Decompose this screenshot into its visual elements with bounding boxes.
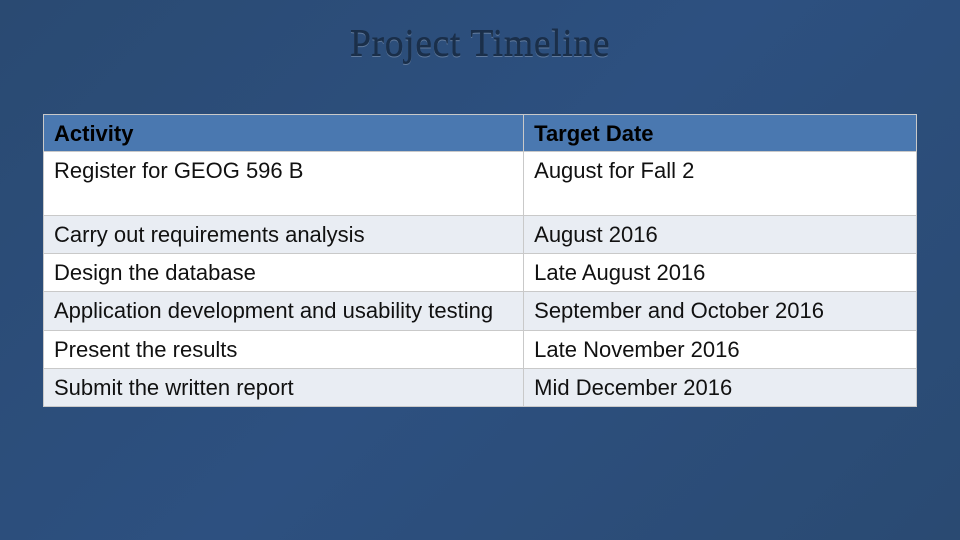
table-row: Carry out requirements analysis August 2… [44,216,917,254]
cell-target-date: Late November 2016 [524,330,917,368]
col-header-target-date: Target Date [524,115,917,152]
table-row: Register for GEOG 596 B August for Fall … [44,152,917,216]
cell-target-date: September and October 2016 [524,292,917,330]
table-row: Application development and usability te… [44,292,917,330]
table-row: Present the results Late November 2016 [44,330,917,368]
slide-title: Project Timeline [350,22,610,66]
table-header-row: Activity Target Date [44,115,917,152]
col-header-activity: Activity [44,115,524,152]
cell-target-date: Late August 2016 [524,254,917,292]
cell-activity: Carry out requirements analysis [44,216,524,254]
timeline-table: Activity Target Date Register for GEOG 5… [43,114,917,407]
cell-target-date: Mid December 2016 [524,368,917,406]
cell-target-date: August for Fall 2 [524,152,917,216]
timeline-table-container: Activity Target Date Register for GEOG 5… [43,114,917,407]
cell-activity: Application development and usability te… [44,292,524,330]
cell-target-date: August 2016 [524,216,917,254]
cell-activity: Submit the written report [44,368,524,406]
table-row: Design the database Late August 2016 [44,254,917,292]
cell-activity: Present the results [44,330,524,368]
cell-activity: Design the database [44,254,524,292]
cell-activity: Register for GEOG 596 B [44,152,524,216]
table-row: Submit the written report Mid December 2… [44,368,917,406]
